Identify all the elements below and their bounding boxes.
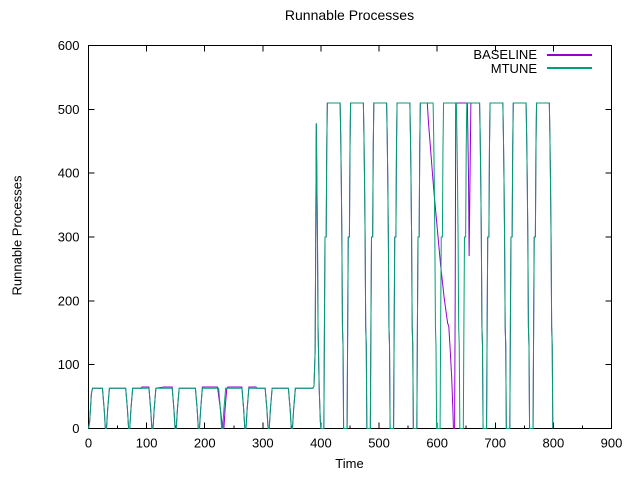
- legend-entry-baseline: BASELINE: [473, 48, 592, 62]
- y-tick-label: 100: [58, 357, 80, 372]
- x-tick-label: 100: [136, 436, 158, 451]
- x-tick-label: 0: [85, 436, 92, 451]
- legend-line-sample-mtune: [547, 67, 592, 70]
- x-tick-label: 500: [368, 436, 390, 451]
- legend-line-sample-baseline: [547, 53, 592, 56]
- x-axis-label: Time: [335, 456, 364, 471]
- legend-entry-mtune: MTUNE: [473, 62, 592, 76]
- y-tick-label: 200: [58, 293, 80, 308]
- y-tick-label: 400: [58, 166, 80, 181]
- y-tick-label: 500: [58, 102, 80, 117]
- y-tick-label: 300: [58, 230, 80, 245]
- y-tick-label: 0: [72, 421, 79, 436]
- legend-label-mtune: MTUNE: [490, 60, 537, 76]
- x-tick-label: 200: [194, 436, 216, 451]
- y-axis-label: Runnable Processes: [9, 175, 25, 296]
- chart-title: Runnable Processes: [284, 7, 415, 23]
- x-tick-label: 800: [543, 436, 565, 451]
- x-tick-label: 400: [310, 436, 332, 451]
- y-tick-label: 600: [58, 38, 80, 53]
- legend-label-baseline: BASELINE: [473, 47, 537, 63]
- x-tick-label: 600: [426, 436, 448, 451]
- x-tick-label: 900: [601, 436, 623, 451]
- series-line-mtune: [88, 102, 554, 429]
- legend: BASELINE MTUNE: [473, 48, 592, 75]
- x-tick-label: 300: [252, 436, 274, 451]
- x-tick-label: 700: [484, 436, 506, 451]
